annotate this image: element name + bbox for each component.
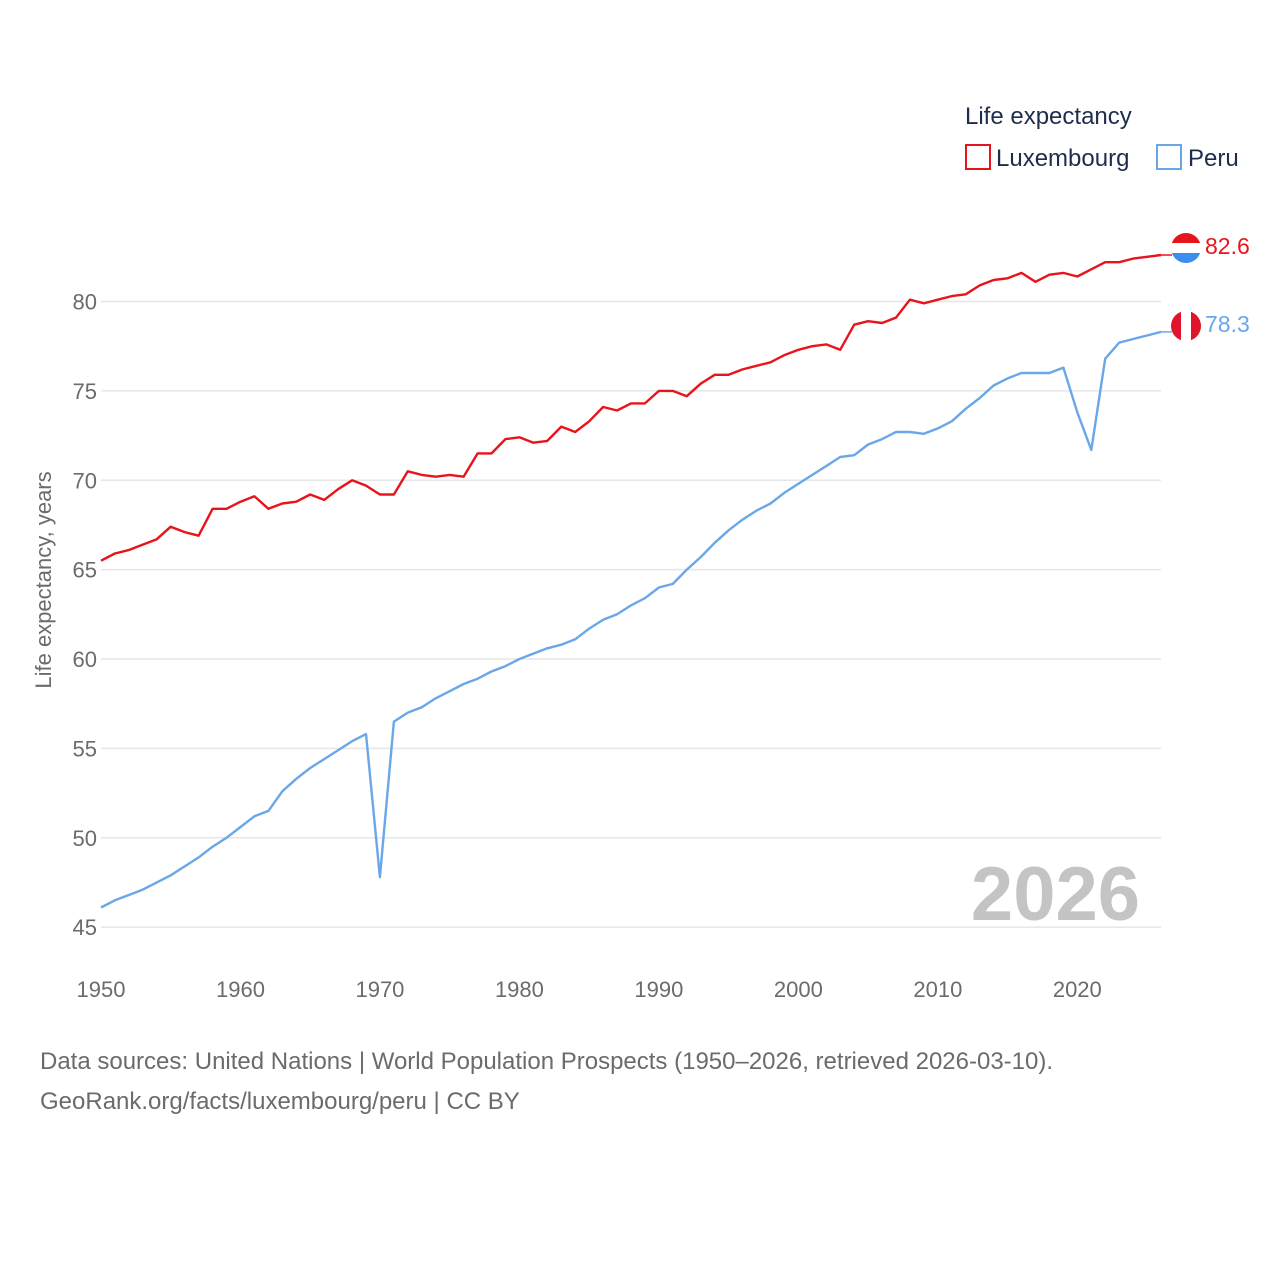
legend-title: Life expectancy [965,103,1132,130]
end-label-luxembourg: 82.6 [1205,233,1250,259]
y-tick-label-80: 80 [73,290,97,315]
y-tick-label-75: 75 [73,379,97,404]
x-tick-label-1960: 1960 [216,977,265,1002]
y-tick-label-70: 70 [73,468,97,493]
legend-label-luxembourg[interactable]: Luxembourg [996,145,1129,172]
series-lines [100,253,1172,909]
y-tick-label-55: 55 [73,736,97,761]
y-axis-ticks: 45 50 55 60 65 70 75 80 [73,290,97,941]
legend-swatch-luxembourg[interactable] [965,144,991,170]
x-tick-label-1980: 1980 [495,977,544,1002]
year-watermark: 2026 [971,852,1140,937]
x-tick-label-1990: 1990 [634,977,683,1002]
legend-label-peru[interactable]: Peru [1188,145,1239,172]
source-line-1: Data sources: United Nations | World Pop… [40,1048,1054,1075]
x-tick-label-1970: 1970 [355,977,404,1002]
series-line-peru [100,330,1162,909]
legend-swatch-peru[interactable] [1156,144,1182,170]
grid-lines [101,300,1161,928]
y-axis-label: Life expectancy, years [31,471,56,688]
source-line-2: GeoRank.org/facts/luxembourg/peru | CC B… [40,1088,520,1115]
end-label-peru: 78.3 [1205,311,1250,337]
series-line-luxembourg [100,253,1162,562]
life-expectancy-chart: 45 50 55 60 65 70 75 80 1950 1960 1970 1980 1990 200… [31,103,1250,1002]
data-source-note: Data sources: United Nations | World Pop… [40,1042,1240,1122]
x-tick-label-1950: 1950 [77,977,126,1002]
y-tick-label-65: 65 [73,558,97,583]
y-tick-label-60: 60 [73,647,97,672]
y-tick-label-45: 45 [73,915,97,940]
x-tick-label-2020: 2020 [1053,977,1102,1002]
x-tick-label-2010: 2010 [913,977,962,1002]
peru-flag-icon [1171,311,1201,341]
legend: Life expectancy Luxembourg Peru [965,103,1239,172]
x-axis-ticks: 1950 1960 1970 1980 1990 2000 2010 2020 [77,977,1102,1002]
luxembourg-flag-icon [1171,233,1201,263]
x-tick-label-2000: 2000 [774,977,823,1002]
y-tick-label-50: 50 [73,826,97,851]
